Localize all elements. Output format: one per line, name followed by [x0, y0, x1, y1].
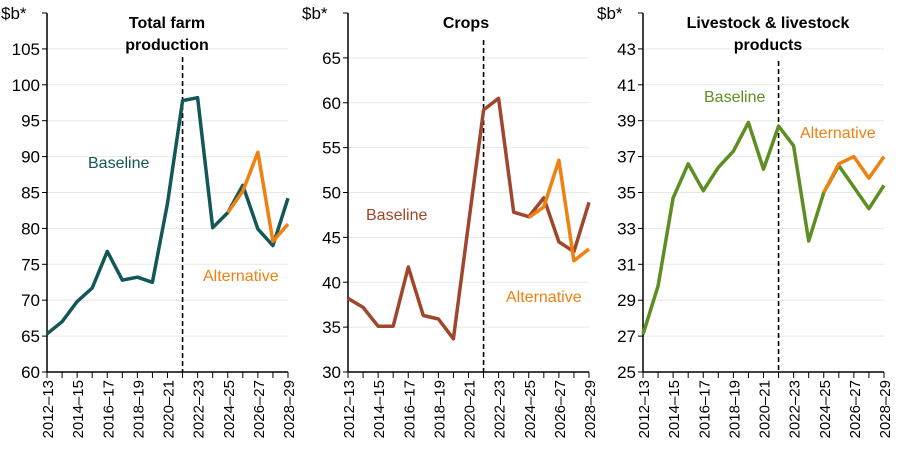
series-label-baseline: Baseline	[88, 155, 149, 172]
series-line-baseline	[45, 95, 290, 336]
panel-3: 25 27 29 31 33 35 37 39 41 43 $b* 2012–13 2014–15 201…	[597, 4, 894, 438]
x-tick-label: 2028–29	[582, 380, 599, 438]
y-tick-label: 40	[322, 273, 341, 292]
x-tick-label: 2012–13	[636, 380, 653, 438]
y-tick-label: 30	[322, 363, 341, 382]
x-tick-label: 2022–23	[492, 380, 509, 438]
y-tick-label: 80	[21, 219, 40, 238]
y-tick-label: 31	[617, 255, 636, 274]
x-tick-label: 2024–25	[817, 380, 834, 438]
series-label-alternative: Alternative	[506, 289, 582, 306]
series-line-baseline	[347, 96, 591, 341]
x-tick-label: 2016–17	[696, 380, 713, 438]
y-tick-label: 25	[617, 363, 636, 382]
y-tick-label: 65	[322, 49, 341, 68]
y-tick-label: 105	[12, 40, 40, 59]
series-line-alternative	[226, 150, 290, 244]
y-tick-label: 100	[12, 76, 40, 95]
series-line-alternative	[527, 158, 591, 263]
y-tick-label: 43	[617, 40, 636, 59]
y-tick-label: 35	[322, 318, 341, 337]
x-tick-label: 2028–29	[877, 380, 894, 438]
series-label-baseline: Baseline	[366, 207, 427, 224]
series-line-baseline	[641, 120, 886, 335]
chart-title: Crops	[443, 15, 489, 32]
y-tick-label: 37	[617, 148, 636, 167]
chart-title: products	[734, 37, 803, 54]
x-tick-label: 2028–29	[281, 380, 298, 438]
x-tick-label: 2020–21	[462, 380, 479, 438]
y-axis-label: $b*	[597, 4, 623, 23]
panel-2: 30 35 40 45 50 55 60 65 $b* 2012–13 2014–15 2016–17…	[302, 4, 599, 438]
y-tick-label: 33	[617, 219, 636, 238]
y-tick-label: 85	[21, 184, 40, 203]
series-label-alternative: Alternative	[203, 268, 279, 285]
x-tick-label: 2024–25	[522, 380, 539, 438]
y-tick-label: 90	[21, 148, 40, 167]
y-tick-label: 60	[322, 94, 341, 113]
y-tick-label: 65	[21, 327, 40, 346]
chart-title: Livestock & livestock	[687, 15, 850, 32]
x-tick-label: 2026–27	[251, 380, 268, 438]
panel-1: 60 65 70 75 80 85 90 95 100 105 $b* 2012–13 2014–15 2…	[1, 4, 298, 438]
x-tick-label: 2022–23	[191, 380, 208, 438]
x-tick-label: 2024–25	[221, 380, 238, 438]
chart-title: production	[125, 37, 209, 54]
y-tick-label: 75	[21, 255, 40, 274]
x-tick-label: 2016–17	[401, 380, 418, 438]
chart-title: Total farm	[129, 15, 205, 32]
x-tick-label: 2026–27	[552, 380, 569, 438]
x-tick-label: 2014–15	[70, 380, 87, 438]
y-tick-label: 27	[617, 327, 636, 346]
y-tick-label: 35	[617, 184, 636, 203]
x-tick-label: 2014–15	[666, 380, 683, 438]
y-axis-label: $b*	[1, 4, 27, 23]
y-tick-label: 45	[322, 228, 341, 247]
x-tick-label: 2012–13	[40, 380, 57, 438]
y-tick-label: 95	[21, 112, 40, 131]
x-tick-label: 2014–15	[371, 380, 388, 438]
y-tick-label: 29	[617, 291, 636, 310]
x-tick-label: 2020–21	[757, 380, 774, 438]
series-line-alternative	[822, 154, 886, 194]
x-tick-label: 2012–13	[341, 380, 358, 438]
x-tick-label: 2026–27	[847, 380, 864, 438]
y-tick-label: 70	[21, 291, 40, 310]
x-tick-label: 2018–19	[431, 380, 448, 438]
y-tick-label: 41	[617, 76, 636, 95]
y-axis-label: $b*	[302, 4, 328, 23]
x-tick-label: 2016–17	[100, 380, 117, 438]
x-tick-label: 2018–19	[726, 380, 743, 438]
y-tick-label: 50	[322, 184, 341, 203]
x-tick-label: 2018–19	[130, 380, 147, 438]
x-tick-label: 2022–23	[787, 380, 804, 438]
y-tick-label: 39	[617, 112, 636, 131]
y-tick-label: 60	[21, 363, 40, 382]
series-label-baseline: Baseline	[704, 89, 765, 106]
x-tick-label: 2020–21	[161, 380, 178, 438]
y-tick-label: 55	[322, 139, 341, 158]
series-label-alternative: Alternative	[800, 125, 876, 142]
